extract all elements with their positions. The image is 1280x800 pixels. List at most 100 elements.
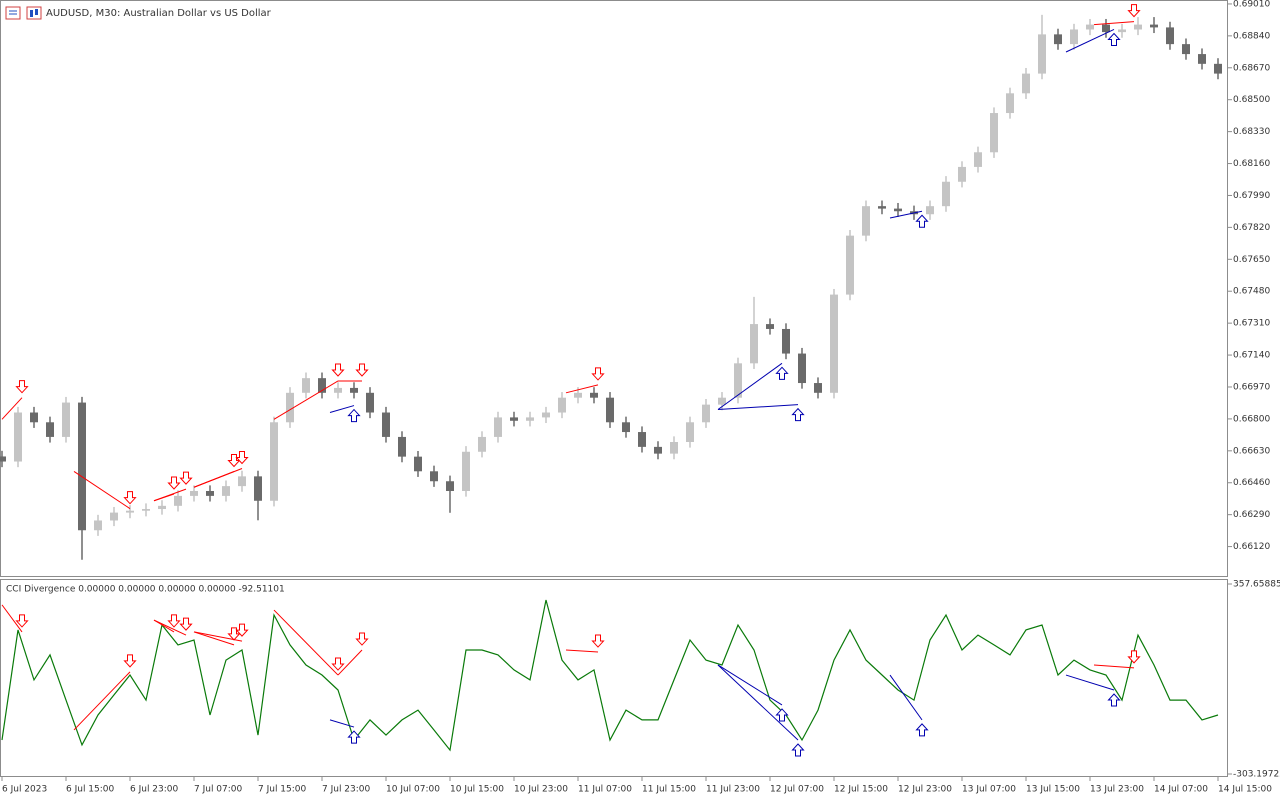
icon-bar [35, 9, 38, 15]
x-tick-label: 10 Jul 07:00 [386, 785, 440, 795]
x-tick-label: 10 Jul 23:00 [514, 785, 568, 795]
candle-body [334, 387, 342, 393]
divergence-arrow [347, 408, 361, 423]
candle-body [110, 512, 118, 521]
candle-body [942, 181, 950, 207]
divergence-line [153, 619, 187, 636]
divergence-arrow [1127, 650, 1141, 664]
divergence-line [889, 674, 923, 721]
candle-body [670, 441, 678, 454]
candle-body [574, 392, 582, 398]
x-tick-label: 7 Jul 15:00 [258, 785, 307, 795]
cci-line [1, 599, 1219, 752]
divergence-arrow [179, 471, 193, 485]
candle-body [926, 206, 934, 215]
x-tick-label: 12 Jul 15:00 [834, 785, 888, 795]
candle-body [1166, 27, 1174, 45]
candle-body [14, 412, 22, 462]
y-tick-label: 0.67990 [1233, 191, 1270, 201]
divergence-line [1065, 29, 1115, 53]
candle-body [782, 328, 790, 354]
divergence-line [193, 631, 235, 646]
candle-body [1182, 44, 1190, 55]
divergence-line [273, 609, 339, 676]
candle-body [1134, 24, 1142, 30]
candle-body [766, 324, 774, 329]
y-tick-label: 0.68160 [1233, 159, 1270, 169]
divergence-arrow [1127, 4, 1141, 18]
main-panel-frame [0, 0, 1228, 577]
divergence-line [717, 404, 799, 411]
candle-body [638, 432, 646, 447]
divergence-arrow [167, 476, 181, 490]
divergence-arrow [775, 708, 789, 722]
divergence-line [273, 380, 339, 420]
candle-body [590, 392, 598, 398]
candle-body [830, 294, 838, 393]
y-tick-label: 0.67650 [1233, 255, 1270, 265]
divergence-line [193, 468, 243, 488]
symbol-icons [5, 6, 42, 20]
x-tick-label: 12 Jul 07:00 [770, 785, 824, 795]
divergence-line [717, 362, 783, 410]
divergence-arrow [331, 657, 345, 671]
y-tick-label: 0.67140 [1233, 351, 1270, 361]
x-tick-label: 6 Jul 23:00 [130, 785, 179, 795]
icon [5, 6, 21, 20]
candle-body [734, 363, 742, 398]
candle-body [398, 436, 406, 457]
x-tick-label: 13 Jul 07:00 [962, 785, 1016, 795]
divergence-arrow [1107, 693, 1121, 707]
candle-body [462, 451, 470, 492]
divergence-line [1093, 664, 1135, 669]
divergence-line [329, 719, 355, 728]
y-tick-label: 0.68670 [1233, 63, 1270, 73]
candle-body [78, 402, 86, 531]
candle-body [750, 324, 758, 364]
divergence-line [329, 405, 355, 413]
y-tick-label: 0.67310 [1233, 319, 1270, 329]
candle-body [382, 412, 390, 437]
y-tick-label: 0.66970 [1233, 382, 1270, 392]
divergence-line [1, 397, 23, 420]
y-tick-label: 0.69010 [1233, 0, 1270, 9]
divergence-arrow [167, 614, 181, 628]
candle-body [542, 412, 550, 418]
divergence-line [717, 664, 783, 706]
divergence-line [73, 471, 131, 510]
y-tick-label: 0.68330 [1233, 127, 1270, 137]
candle-body [174, 495, 182, 506]
divergence-arrow [355, 632, 369, 646]
divergence-line [193, 631, 243, 642]
x-tick-label: 10 Jul 15:00 [450, 785, 504, 795]
y-tick-label: -303.19722 [1233, 770, 1280, 780]
x-tick-label: 11 Jul 15:00 [642, 785, 696, 795]
icon-bar [30, 10, 33, 17]
x-tick-label: 6 Jul 15:00 [66, 785, 115, 795]
divergence-arrow [791, 743, 805, 757]
divergence-line [1093, 21, 1135, 26]
divergence-arrow [915, 214, 929, 228]
divergence-arrow [331, 363, 345, 377]
x-tick-label: 14 Jul 15:00 [1218, 785, 1272, 795]
divergence-line [153, 488, 187, 502]
candle-body [222, 486, 230, 496]
candle-body [878, 206, 886, 209]
divergence-line [565, 384, 599, 394]
candle-body [62, 402, 70, 437]
divergence-arrow [15, 614, 29, 628]
candle-body [558, 397, 566, 413]
candle-body [1118, 29, 1126, 33]
y-tick-label: 0.66800 [1233, 414, 1270, 424]
y-tick-label: 0.66290 [1233, 510, 1270, 520]
x-tick-label: 14 Jul 07:00 [1154, 785, 1208, 795]
divergence-arrow [227, 627, 241, 641]
candle-body [126, 510, 134, 513]
candle-body [974, 152, 982, 167]
y-tick-label: 0.66120 [1233, 542, 1270, 552]
candle-body [142, 509, 150, 511]
candle-body [270, 422, 278, 501]
divergence-arrow [1107, 32, 1121, 46]
